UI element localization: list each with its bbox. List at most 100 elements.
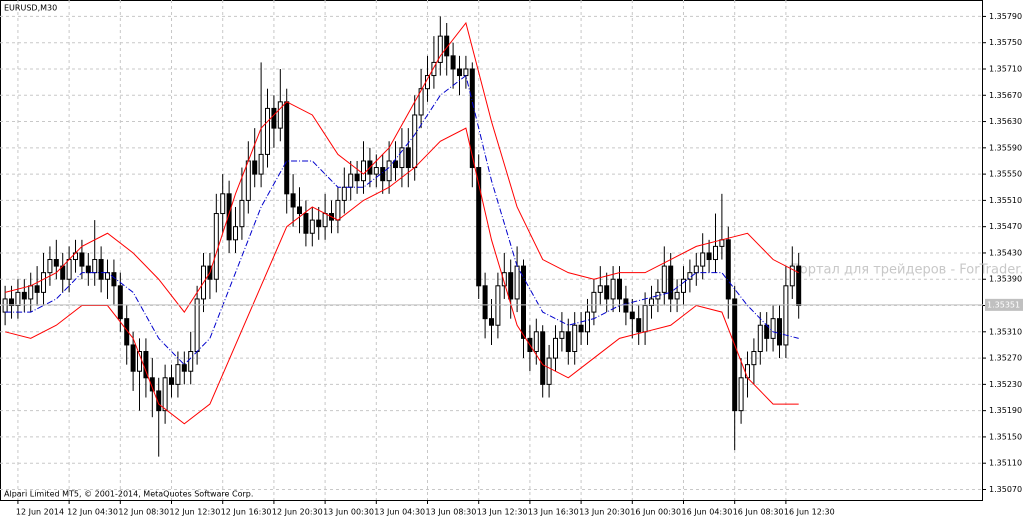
candle-body bbox=[316, 219, 322, 228]
candle-body bbox=[405, 147, 411, 169]
candle-body bbox=[322, 213, 328, 228]
candle-body bbox=[412, 114, 418, 169]
candle-body bbox=[604, 285, 610, 300]
candle-body bbox=[540, 331, 546, 385]
y-tick-label: 1.35110 bbox=[989, 459, 1022, 468]
x-tick-label: 16 Jun 00:30 bbox=[630, 508, 681, 517]
candle-body bbox=[130, 344, 136, 372]
candle-body bbox=[194, 298, 200, 353]
candle-body bbox=[175, 364, 181, 385]
candle-body bbox=[258, 153, 264, 175]
candle-body bbox=[277, 101, 283, 129]
candle-body bbox=[463, 68, 469, 77]
candle-body bbox=[546, 357, 552, 385]
band-line bbox=[5, 74, 799, 366]
candle-body bbox=[169, 377, 175, 385]
x-tick-label: 13 Jun 20:30 bbox=[579, 508, 630, 517]
y-tick-label: 1.35510 bbox=[989, 196, 1022, 205]
chart-title: EURUSD,M30 bbox=[4, 4, 57, 13]
candle-body bbox=[226, 193, 232, 241]
candle-body bbox=[297, 206, 303, 215]
candle-body bbox=[124, 318, 130, 346]
candle-body bbox=[597, 285, 603, 293]
candle-body bbox=[28, 285, 34, 300]
candle-body bbox=[783, 285, 789, 346]
y-tick-label: 1.35150 bbox=[989, 432, 1022, 441]
candle-body bbox=[418, 88, 424, 116]
candle-body bbox=[380, 167, 386, 182]
candle-body bbox=[642, 305, 648, 333]
candle-body bbox=[111, 272, 117, 287]
candle-body bbox=[610, 278, 616, 300]
candle-body bbox=[156, 390, 162, 412]
candle-body bbox=[719, 239, 725, 247]
price-box bbox=[985, 298, 1023, 311]
x-tick-label: 13 Jun 00:30 bbox=[323, 508, 374, 517]
y-tick-label: 1.35750 bbox=[989, 38, 1022, 47]
candle-body bbox=[245, 160, 251, 201]
candle-body bbox=[85, 265, 91, 274]
candle-body bbox=[514, 265, 520, 300]
y-tick-label: 1.35390 bbox=[989, 275, 1022, 284]
candle-body bbox=[776, 318, 782, 346]
candle-body bbox=[21, 291, 27, 300]
candle-body bbox=[309, 219, 315, 234]
y-tick-label: 1.35710 bbox=[989, 64, 1022, 73]
candle-body bbox=[386, 160, 392, 182]
candle-body bbox=[92, 259, 98, 274]
candle-body bbox=[47, 259, 53, 274]
candle-body bbox=[181, 364, 187, 372]
candle-body bbox=[348, 173, 354, 188]
x-tick-label: 12 Jun 04:30 bbox=[67, 508, 118, 517]
candle-body bbox=[572, 324, 578, 353]
candle-body bbox=[444, 35, 450, 57]
candle-body bbox=[476, 167, 482, 287]
x-tick-label: 13 Jun 08:30 bbox=[426, 508, 477, 517]
candle-body bbox=[53, 259, 59, 267]
candle-body bbox=[105, 272, 111, 280]
candle-body bbox=[680, 278, 686, 293]
x-tick-label: 13 Jun 04:30 bbox=[374, 508, 425, 517]
candle-body bbox=[501, 272, 507, 287]
candle-body bbox=[552, 337, 558, 359]
candle-body bbox=[495, 285, 501, 326]
y-tick-label: 1.35590 bbox=[989, 143, 1022, 152]
candle-body bbox=[738, 377, 744, 412]
x-tick-label: 12 Jun 2014 bbox=[16, 508, 64, 517]
candle-body bbox=[751, 351, 757, 366]
y-tick-label: 1.35270 bbox=[989, 354, 1022, 363]
candle-body bbox=[393, 160, 399, 169]
candle-body bbox=[66, 259, 72, 280]
y-tick-label: 1.35190 bbox=[989, 406, 1022, 415]
candle-body bbox=[252, 160, 258, 175]
y-tick-label: 1.35790 bbox=[989, 12, 1022, 21]
candle-body bbox=[693, 265, 699, 274]
candle-body bbox=[757, 324, 763, 353]
y-tick-label: 1.35630 bbox=[989, 117, 1022, 126]
y-tick-label: 1.35670 bbox=[989, 91, 1022, 100]
x-tick-label: 12 Jun 08:30 bbox=[118, 508, 169, 517]
y-tick-label: 1.35430 bbox=[989, 248, 1022, 257]
candle-body bbox=[482, 285, 488, 320]
candle-body bbox=[508, 272, 514, 300]
candle-body bbox=[143, 351, 149, 379]
candle-body bbox=[220, 193, 226, 215]
candle-body bbox=[732, 298, 738, 412]
x-tick-label: 12 Jun 20:30 bbox=[272, 508, 323, 517]
candle-body bbox=[629, 311, 635, 320]
candle-body bbox=[668, 265, 674, 300]
candle-body bbox=[559, 331, 565, 339]
candle-body bbox=[354, 173, 360, 182]
x-tick-label: 13 Jun 12:30 bbox=[477, 508, 528, 517]
candle-body bbox=[437, 35, 443, 63]
candle-body bbox=[137, 351, 143, 372]
y-tick-label: 1.35470 bbox=[989, 222, 1022, 231]
candle-body bbox=[457, 68, 463, 77]
candle-body bbox=[725, 239, 731, 300]
y-tick-label: 1.35070 bbox=[989, 485, 1022, 494]
band-line bbox=[4, 21, 799, 313]
candle-body bbox=[98, 259, 104, 280]
y-tick-label: 1.35310 bbox=[989, 327, 1022, 336]
candle-body bbox=[149, 377, 155, 392]
footer: Alpari Limited MT5, © 2001-2014, MetaQuo… bbox=[4, 490, 253, 499]
